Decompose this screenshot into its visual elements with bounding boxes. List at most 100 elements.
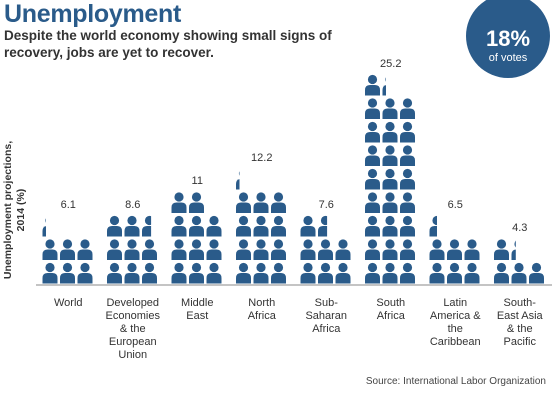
- person-icon: [382, 262, 398, 284]
- value-label: 8.6: [125, 198, 141, 211]
- person-icon: [365, 145, 380, 166]
- person-icon: [236, 262, 251, 284]
- person-icon: [382, 215, 398, 237]
- person-icon: [236, 192, 251, 213]
- source-note: Source: International Labor Organization: [365, 376, 546, 387]
- value-label: 6.5: [447, 198, 463, 211]
- person-icon: [42, 239, 58, 260]
- person-icon: [400, 121, 415, 143]
- person-icon: [365, 192, 380, 213]
- person-icon: [365, 98, 380, 119]
- category-label: Latin America & the Caribbean: [429, 297, 481, 348]
- person-icon: [189, 262, 204, 284]
- value-label: 12.2: [251, 151, 273, 164]
- person-icon: [494, 239, 509, 260]
- category-label: World: [53, 297, 83, 309]
- person-icon: [142, 262, 157, 284]
- person-icon: [382, 98, 398, 119]
- person-icon: [271, 192, 286, 213]
- person-icon: [318, 215, 328, 237]
- bar-1: [42, 218, 93, 284]
- person-icon: [300, 262, 316, 284]
- bar-3: [171, 192, 222, 284]
- votes-percent: 18%: [485, 26, 531, 51]
- votes-badge: 18% of votes: [466, 0, 550, 78]
- person-icon: [236, 215, 251, 237]
- category-label: South- East Asia & the Pacific: [496, 297, 543, 348]
- person-icon: [77, 262, 93, 284]
- person-icon: [464, 239, 480, 260]
- value-label: 25.2: [380, 57, 402, 70]
- person-icon: [365, 215, 380, 237]
- person-icon: [382, 168, 398, 190]
- category-label: Middle East: [181, 297, 214, 322]
- person-icon: [318, 239, 333, 260]
- person-icon: [494, 262, 509, 284]
- person-icon: [511, 262, 527, 284]
- person-icon: [206, 215, 222, 237]
- value-label: 6.1: [60, 198, 76, 211]
- person-icon: [60, 239, 75, 260]
- person-icon: [400, 239, 415, 260]
- person-icon: [335, 262, 351, 284]
- category-label: Sub- Saharan Africa: [305, 297, 348, 335]
- person-icon: [365, 262, 380, 284]
- bar-6: [365, 74, 415, 284]
- person-icon: [365, 239, 380, 260]
- person-icon: [464, 262, 480, 284]
- person-icon: [206, 239, 222, 260]
- bar-7: [429, 215, 480, 284]
- person-icon: [382, 192, 398, 213]
- person-icon: [271, 239, 286, 260]
- person-icon: [171, 262, 187, 284]
- person-icon: [382, 121, 398, 143]
- person-icon: [253, 215, 269, 237]
- person-icon: [236, 239, 251, 260]
- person-icon: [236, 171, 240, 190]
- person-icon: [400, 192, 415, 213]
- person-icon: [271, 262, 286, 284]
- person-icon: [529, 262, 544, 284]
- person-icon: [429, 215, 437, 237]
- person-icon: [189, 215, 204, 237]
- person-icon: [124, 239, 140, 260]
- person-icon: [206, 262, 222, 284]
- person-icon: [335, 239, 351, 260]
- person-icon: [253, 239, 269, 260]
- person-icon: [142, 239, 157, 260]
- person-icon: [511, 240, 516, 260]
- person-icon: [300, 215, 316, 237]
- bar-2: [107, 215, 157, 284]
- person-icon: [365, 74, 380, 96]
- person-icon: [171, 192, 187, 213]
- person-icon: [447, 239, 462, 260]
- person-icon: [429, 262, 445, 284]
- person-icon: [107, 239, 122, 260]
- person-icon: [429, 239, 445, 260]
- person-icon: [124, 262, 140, 284]
- value-label: 7.6: [318, 198, 334, 211]
- person-icon: [171, 239, 187, 260]
- person-icon: [400, 145, 415, 166]
- person-icon: [142, 215, 152, 237]
- person-icon: [271, 215, 286, 237]
- value-label: 4.3: [512, 222, 528, 234]
- category-label: Developed Economies & the European Union: [105, 297, 160, 361]
- person-icon: [171, 215, 187, 237]
- person-icon: [107, 215, 122, 237]
- value-label: 11: [191, 175, 203, 187]
- person-icon: [189, 239, 204, 260]
- person-icon: [60, 262, 75, 284]
- votes-label: of votes: [488, 52, 528, 64]
- person-icon: [42, 218, 46, 237]
- bar-8: [494, 239, 544, 284]
- category-label: South Africa: [376, 297, 406, 322]
- person-icon: [318, 262, 333, 284]
- person-icon: [400, 168, 415, 190]
- bar-5: [300, 215, 351, 284]
- person-icon: [400, 262, 415, 284]
- person-icon: [300, 239, 316, 260]
- person-icon: [365, 168, 380, 190]
- person-icon: [365, 121, 380, 143]
- person-icon: [382, 239, 398, 260]
